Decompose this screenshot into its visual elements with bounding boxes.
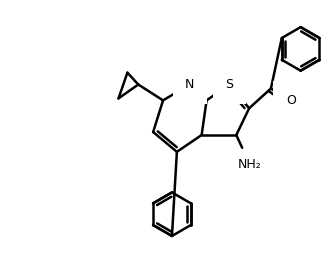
Text: O: O [286, 94, 296, 107]
Text: N: N [185, 78, 194, 91]
Text: NH₂: NH₂ [237, 158, 261, 171]
Text: S: S [225, 78, 233, 91]
